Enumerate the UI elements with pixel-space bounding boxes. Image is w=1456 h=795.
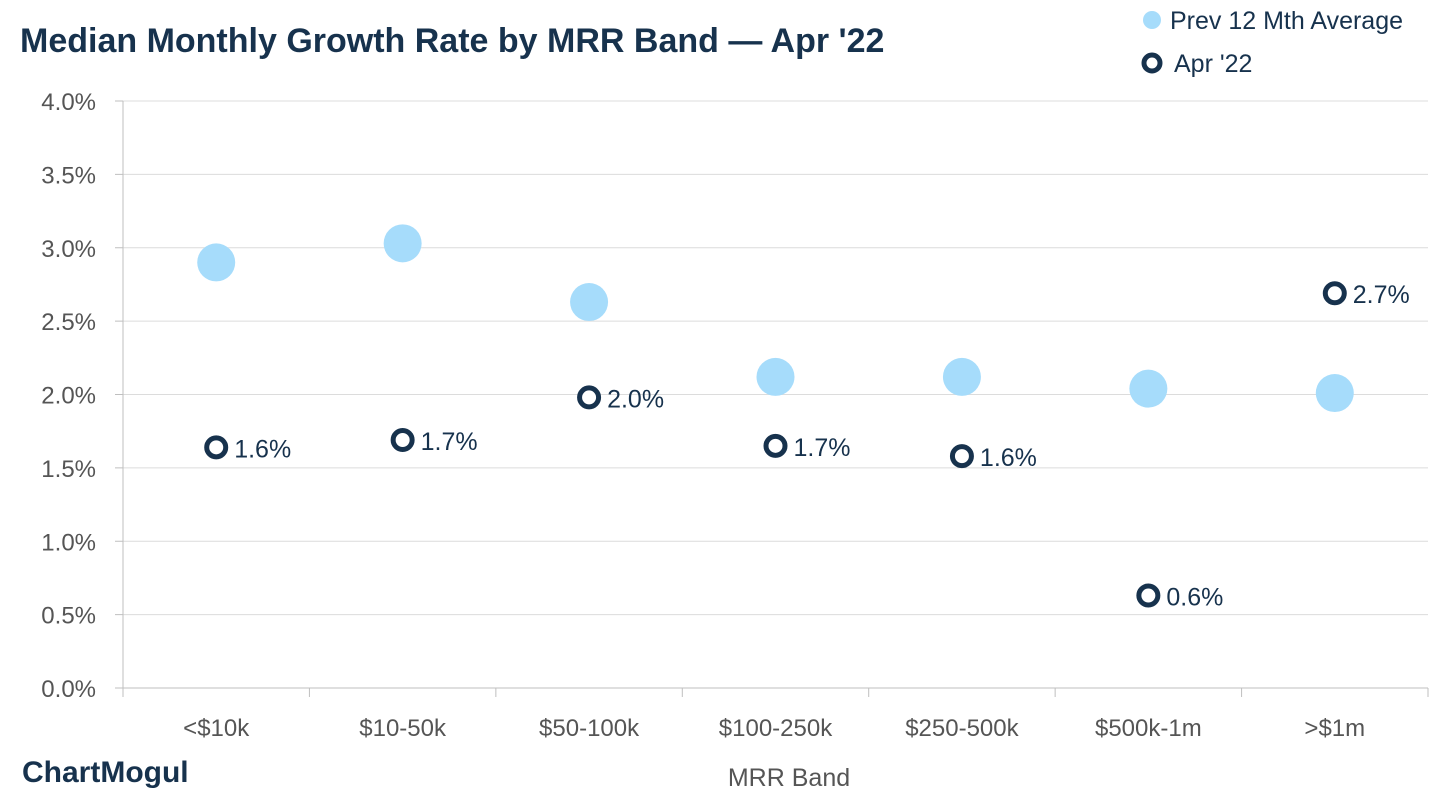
- y-tick-label: 3.5%: [41, 162, 96, 189]
- apr22-data-label: 2.7%: [1353, 281, 1410, 309]
- apr22-point: [763, 433, 788, 458]
- legend-label-prev-average: Prev 12 Mth Average: [1170, 7, 1403, 35]
- chartmogul-logo: ChartMogul: [22, 756, 189, 789]
- apr22-data-label: 2.0%: [607, 385, 664, 413]
- prev-average-point: [756, 357, 795, 396]
- apr22-data-label: 1.7%: [794, 434, 851, 462]
- x-axis-title: MRR Band: [728, 764, 850, 792]
- apr22-data-label: 1.6%: [980, 444, 1037, 472]
- apr22-point: [390, 427, 415, 452]
- prev-average-point: [197, 243, 236, 282]
- y-tick-label: 0.0%: [41, 676, 96, 703]
- plot-area: 1.6% 1.7% 2.0% 1.7% 1.6% 0.6% 2.7%: [197, 224, 1410, 612]
- x-tick-label: $50-100k: [539, 715, 640, 742]
- apr22-data-label: 1.6%: [234, 435, 291, 463]
- x-axis-tick-labels: <$10k $10-50k $50-100k $100-250k $250-500k $5…: [183, 715, 1365, 742]
- x-tick-label: $250-500k: [905, 715, 1019, 742]
- apr22-point: [1322, 281, 1347, 306]
- y-tick-label: 3.0%: [41, 236, 96, 263]
- prev-average-point: [1315, 374, 1354, 413]
- chart-title: Median Monthly Growth Rate by MRR Band —…: [20, 22, 884, 60]
- legend: Prev 12 Mth Average Apr '22: [1141, 7, 1403, 78]
- axes: [115, 100, 1429, 697]
- prev-average-point: [942, 357, 981, 396]
- apr22-point: [577, 385, 602, 410]
- x-tick-label: $500k-1m: [1095, 715, 1202, 742]
- gridlines: [123, 100, 1428, 616]
- x-tick-label: $100-250k: [719, 715, 833, 742]
- prev-average-point: [570, 283, 609, 322]
- y-tick-label: 1.0%: [41, 529, 96, 556]
- y-tick-label: 4.0%: [41, 89, 96, 116]
- y-tick-label: 2.0%: [41, 383, 96, 410]
- apr22-data-label: 1.7%: [421, 428, 478, 456]
- y-tick-label: 2.5%: [41, 309, 96, 336]
- x-tick-label: >$1m: [1304, 715, 1365, 742]
- apr22-point: [204, 435, 229, 460]
- prev-average-point: [1129, 369, 1168, 408]
- y-tick-label: 0.5%: [41, 603, 96, 630]
- legend-label-apr22: Apr '22: [1174, 50, 1252, 78]
- apr22-point: [949, 444, 974, 469]
- y-axis-tick-labels: 0.0% 0.5% 1.0% 1.5% 2.0% 2.5% 3.0% 3.5% 4.0%: [41, 89, 96, 703]
- x-tick-label: <$10k: [183, 715, 250, 742]
- y-tick-label: 1.5%: [41, 456, 96, 483]
- apr22-data-label: 0.6%: [1166, 584, 1223, 612]
- apr22-point: [1136, 583, 1161, 608]
- legend-marker-apr22: [1141, 52, 1163, 74]
- x-tick-label: $10-50k: [359, 715, 447, 742]
- prev-average-point: [383, 224, 422, 263]
- legend-marker-prev-average: [1143, 11, 1161, 29]
